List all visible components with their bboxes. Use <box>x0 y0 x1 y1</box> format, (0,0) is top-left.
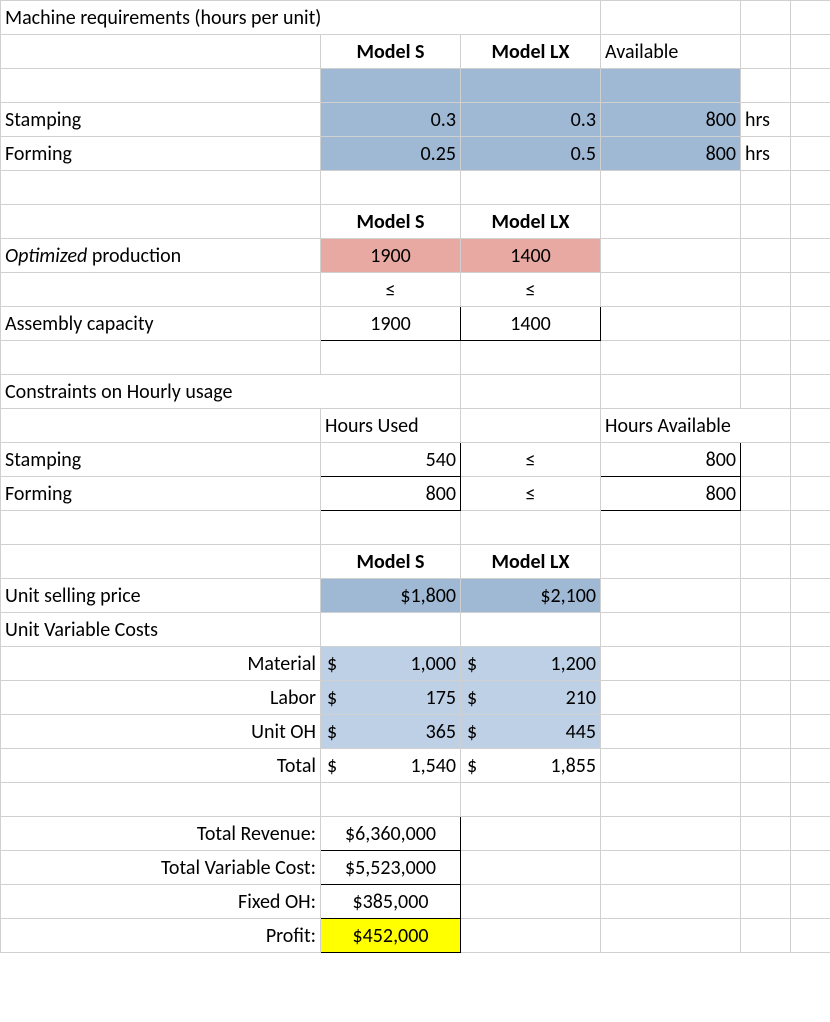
row-label: Forming <box>1 477 321 511</box>
leq-symbol: ≤ <box>461 477 601 511</box>
section-title-machine-req: Machine requirements (hours per unit) <box>1 1 601 35</box>
row-label: Profit: <box>1 919 321 953</box>
row-label: Assembly capacity <box>1 307 321 341</box>
cell-value: 800 <box>601 477 741 511</box>
optimized-word: Optimized <box>5 244 87 268</box>
cell-value: 1,200 <box>461 647 601 681</box>
cell-value: 1,000 <box>321 647 461 681</box>
profit-cell: $452,000 <box>321 919 461 953</box>
section-title-constraints: Constraints on Hourly usage <box>1 375 461 409</box>
leq-symbol: ≤ <box>461 443 601 477</box>
cell-value: 1,855 <box>461 749 601 783</box>
col-header-model-s: Model S <box>321 35 461 69</box>
cell-value: 365 <box>321 715 461 749</box>
col-header-hours-used: Hours Used <box>321 409 461 443</box>
cell-value: 0.3 <box>321 103 461 137</box>
row-label: Total Variable Cost: <box>1 851 321 885</box>
spreadsheet: Machine requirements (hours per unit) Mo… <box>0 0 830 953</box>
leq-symbol: ≤ <box>321 273 461 307</box>
row-label: Unit OH <box>1 715 321 749</box>
cell-value: 1,540 <box>321 749 461 783</box>
col-header-hours-available: Hours Available <box>601 409 791 443</box>
cell-value: $6,360,000 <box>321 817 461 851</box>
leq-symbol: ≤ <box>461 273 601 307</box>
cell-value: $2,100 <box>461 579 601 613</box>
cell-value: 800 <box>601 443 741 477</box>
col-header-available: Available <box>601 35 741 69</box>
col-header-model-lx: Model LX <box>461 35 601 69</box>
unit-label: hrs <box>741 103 791 137</box>
cell-value: 0.25 <box>321 137 461 171</box>
row-label: Forming <box>1 137 321 171</box>
cell-value: 1900 <box>321 307 461 341</box>
cell-value: 800 <box>321 477 461 511</box>
row-label: Fixed OH: <box>1 885 321 919</box>
cell-value: $5,523,000 <box>321 851 461 885</box>
cell-value: 540 <box>321 443 461 477</box>
cell-value: 210 <box>461 681 601 715</box>
cell-value: 445 <box>461 715 601 749</box>
cell-value: 0.5 <box>461 137 601 171</box>
row-label-optimized-production: Optimized production <box>1 239 321 273</box>
row-label: Total Revenue: <box>1 817 321 851</box>
row-label: Unit selling price <box>1 579 321 613</box>
row-label: Total <box>1 749 321 783</box>
cell-value: 175 <box>321 681 461 715</box>
cell-value: 800 <box>601 137 741 171</box>
cell-value: 1400 <box>461 307 601 341</box>
cell-value: 800 <box>601 103 741 137</box>
row-label: Stamping <box>1 103 321 137</box>
col-header-model-lx: Model LX <box>461 205 601 239</box>
row-label: Unit Variable Costs <box>1 613 321 647</box>
production-word: production <box>87 244 181 268</box>
row-label: Material <box>1 647 321 681</box>
col-header-model-s: Model S <box>321 545 461 579</box>
cell-value: $1,800 <box>321 579 461 613</box>
col-header-model-lx: Model LX <box>461 545 601 579</box>
unit-label: hrs <box>741 137 791 171</box>
row-label: Stamping <box>1 443 321 477</box>
cell-value: 0.3 <box>461 103 601 137</box>
col-header-model-s: Model S <box>321 205 461 239</box>
cell-value: 1400 <box>461 239 601 273</box>
cell-value: 1900 <box>321 239 461 273</box>
row-label: Labor <box>1 681 321 715</box>
cell-value: $385,000 <box>321 885 461 919</box>
